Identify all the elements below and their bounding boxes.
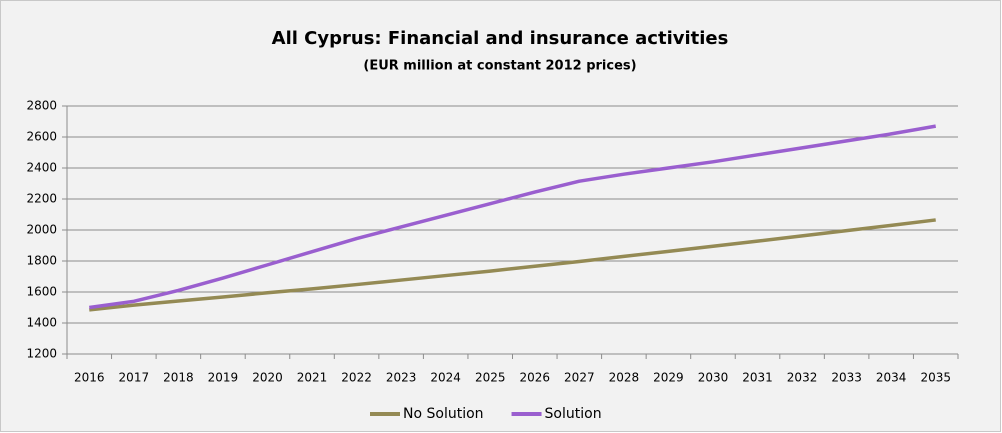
x-tick-label: 2030 <box>698 371 729 385</box>
x-tick-label: 2026 <box>520 371 551 385</box>
x-tick-label: 2017 <box>119 371 150 385</box>
x-tick-label: 2033 <box>831 371 862 385</box>
x-tick-label: 2035 <box>920 371 951 385</box>
x-tick-label: 2029 <box>653 371 684 385</box>
y-tick-label: 1600 <box>26 285 57 299</box>
x-tick-label: 2028 <box>609 371 640 385</box>
legend-label: Solution <box>545 406 602 422</box>
x-tick-label: 2027 <box>564 371 595 385</box>
y-tick-label: 2400 <box>26 161 57 175</box>
x-tick-label: 2019 <box>208 371 239 385</box>
y-tick-label: 2800 <box>26 99 57 113</box>
chart-subtitle: (EUR million at constant 2012 prices) <box>363 59 636 74</box>
x-tick-label: 2021 <box>297 371 328 385</box>
x-tick-label: 2020 <box>252 371 283 385</box>
x-tick-label: 2022 <box>341 371 372 385</box>
x-tick-label: 2016 <box>74 371 105 385</box>
x-tick-label: 2024 <box>430 371 461 385</box>
y-tick-label: 2600 <box>26 130 57 144</box>
y-tick-label: 1400 <box>26 316 57 330</box>
chart-title: All Cyprus: Financial and insurance acti… <box>272 28 729 49</box>
y-tick-label: 1200 <box>26 347 57 361</box>
x-tick-label: 2025 <box>475 371 506 385</box>
y-tick-label: 2000 <box>26 223 57 237</box>
series-line <box>89 218 936 312</box>
series-line <box>89 124 937 310</box>
x-tick-label: 2032 <box>787 371 818 385</box>
legend-label: No Solution <box>403 406 484 422</box>
x-tick-label: 2034 <box>876 371 907 385</box>
y-tick-label: 1800 <box>26 254 57 268</box>
x-tick-label: 2023 <box>386 371 417 385</box>
y-tick-label: 2200 <box>26 192 57 206</box>
x-tick-label: 2018 <box>163 371 194 385</box>
x-tick-label: 2031 <box>742 371 773 385</box>
